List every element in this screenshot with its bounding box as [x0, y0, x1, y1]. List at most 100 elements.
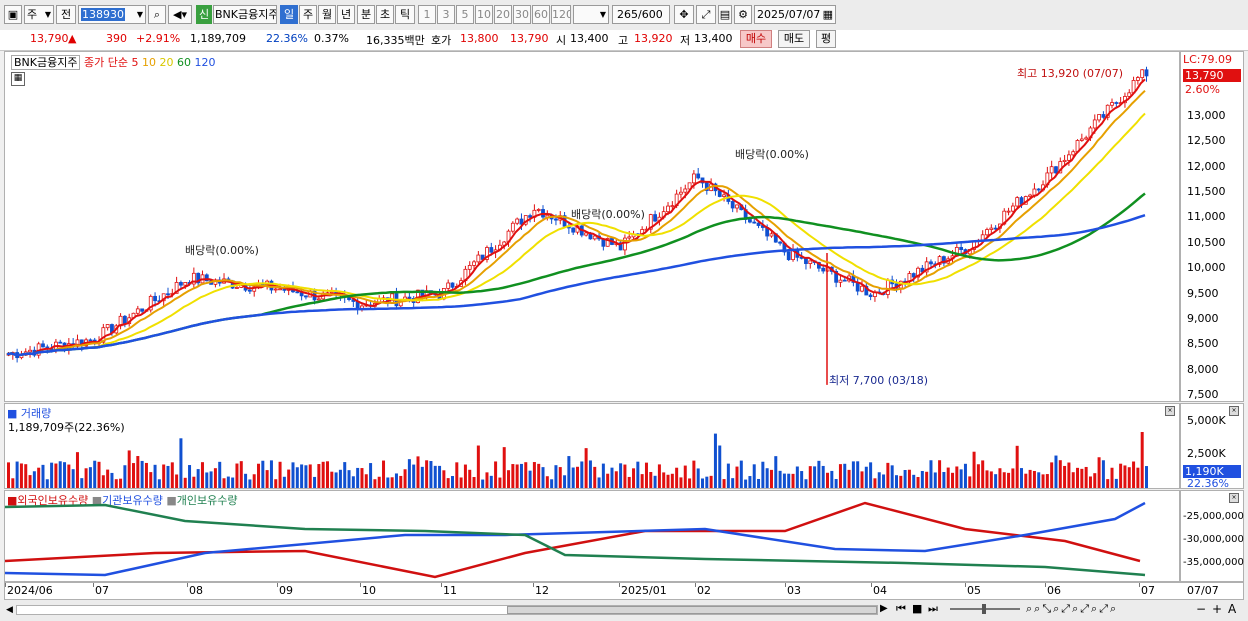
period-tab-minute[interactable]: 분	[357, 5, 375, 24]
stock-name-field[interactable]: BNK금융지주	[213, 5, 277, 24]
period-tab-month[interactable]: 월	[318, 5, 336, 24]
code-input[interactable]: 138930 ▼	[78, 5, 146, 24]
candle	[860, 285, 864, 292]
search-icon[interactable]: ⌕	[148, 5, 166, 24]
x-axis-label: 08	[189, 584, 203, 597]
minute-10[interactable]: 10	[475, 5, 493, 24]
calculator-icon[interactable]: ▦	[11, 72, 25, 86]
volume-bar	[295, 467, 299, 488]
zoom-slider-handle[interactable]	[982, 604, 986, 614]
zoom-out-icon[interactable]: −	[1196, 602, 1207, 616]
period-tab-tick[interactable]: 틱	[395, 5, 415, 24]
volume-bar	[1101, 460, 1105, 488]
candle	[515, 218, 520, 224]
eval-button[interactable]: 평	[816, 30, 836, 48]
sell-button[interactable]: 매도	[778, 30, 810, 48]
scroll-right-icon[interactable]: ▶	[880, 603, 888, 614]
crosshair-icon[interactable]: ✥	[674, 5, 694, 24]
period-tab-year[interactable]: 년	[337, 5, 355, 24]
volume-bar	[149, 472, 153, 488]
volume-bar	[450, 476, 454, 488]
volume-bar	[119, 478, 123, 488]
type-select[interactable]: 주 ▼	[24, 5, 54, 24]
period-tab-week[interactable]: 주	[299, 5, 317, 24]
window-icon[interactable]: ▣	[4, 5, 22, 24]
volume-bar	[463, 464, 467, 488]
volume-bar	[791, 473, 795, 488]
candle	[605, 238, 610, 247]
speaker-icon[interactable]: ◀▾	[168, 5, 192, 24]
volume-bar	[382, 460, 386, 488]
drawing-tools[interactable]: ⌕⌕⤡⌕⤢⌕⤢⌕⤢⌕	[1026, 602, 1119, 615]
candle	[722, 194, 726, 197]
zoom-in-icon[interactable]: +	[1212, 602, 1223, 616]
volume-bar	[670, 473, 674, 488]
candle	[842, 279, 847, 282]
new-badge[interactable]: 신	[196, 5, 212, 24]
volume-bar	[907, 469, 911, 488]
minute-30[interactable]: 30	[513, 5, 531, 24]
volume-bar	[313, 476, 317, 488]
turnover: 0.37%	[314, 32, 349, 45]
volume-bar	[920, 471, 924, 488]
volume-bar	[226, 476, 230, 488]
volume-bar	[1097, 457, 1101, 488]
minute-3[interactable]: 3	[437, 5, 455, 24]
gear-icon[interactable]: ⚙	[734, 5, 752, 24]
volume-bar	[459, 477, 463, 488]
scroll-first-icon[interactable]: ⏮	[896, 602, 906, 615]
volume-bar	[183, 477, 187, 488]
volume-bar	[985, 470, 989, 488]
volume-bar	[157, 479, 161, 488]
candle	[247, 289, 252, 292]
minute-60[interactable]: 60	[532, 5, 550, 24]
volume-bar	[705, 476, 709, 488]
scroll-last-icon[interactable]: ⏭	[928, 602, 938, 615]
draw-tool-icon[interactable]: ⤢	[696, 5, 716, 24]
buy-button[interactable]: 매수	[740, 30, 772, 48]
scrollbar-track[interactable]	[16, 605, 878, 615]
bar-count-input[interactable]: 265/600	[612, 5, 670, 24]
scrollbar-thumb[interactable]	[507, 606, 877, 614]
volume-bar	[709, 475, 713, 488]
minute-120[interactable]: 120	[551, 5, 571, 24]
up-arrow-icon: ▲	[68, 32, 77, 45]
zoom-slider[interactable]	[950, 604, 1020, 614]
trade-amount: 16,335백만	[366, 34, 425, 47]
ma20-label: 20	[159, 56, 174, 69]
x-axis-label: 03	[787, 584, 801, 597]
volume-bar	[511, 464, 515, 488]
volume-bar	[1114, 478, 1118, 488]
candle	[140, 308, 145, 312]
holdings-line-3	[5, 503, 1146, 577]
price-panel-title[interactable]: BNK금융지주	[11, 55, 81, 70]
interval-dropdown[interactable]: ▼	[573, 5, 609, 24]
close-icon[interactable]: ×	[1229, 493, 1239, 503]
scroll-left-icon[interactable]: ◀	[6, 605, 13, 615]
period-tab-second[interactable]: 초	[376, 5, 394, 24]
minute-20[interactable]: 20	[494, 5, 512, 24]
font-size-icon[interactable]: A	[1228, 602, 1237, 616]
save-icon[interactable]: ▤	[718, 5, 732, 24]
volume-bar	[188, 465, 192, 488]
close-icon[interactable]: ×	[1165, 406, 1175, 416]
volume-bar	[287, 469, 291, 488]
volume-bar	[205, 472, 209, 488]
x-axis-tick	[5, 583, 6, 587]
date-input[interactable]: 2025/07/07 ▦	[754, 5, 836, 24]
candle	[28, 349, 32, 353]
minute-5[interactable]: 5	[456, 5, 474, 24]
period-tab-day[interactable]: 일	[280, 5, 298, 24]
close-icon[interactable]: ×	[1229, 406, 1239, 416]
holdings-panel: ■외국인보유수량 ■기관보유수량 ■개인보유수량	[4, 490, 1180, 582]
candle	[1135, 77, 1140, 81]
volume-bar	[571, 467, 575, 488]
volume-bar	[851, 461, 855, 488]
volume-bar	[1080, 468, 1084, 488]
volume-bar	[58, 461, 62, 488]
stop-icon[interactable]: ■	[912, 602, 923, 615]
market-button[interactable]: 전	[56, 5, 76, 24]
volume-bar	[325, 461, 329, 488]
minute-1[interactable]: 1	[418, 5, 436, 24]
volume-bar	[84, 468, 88, 488]
